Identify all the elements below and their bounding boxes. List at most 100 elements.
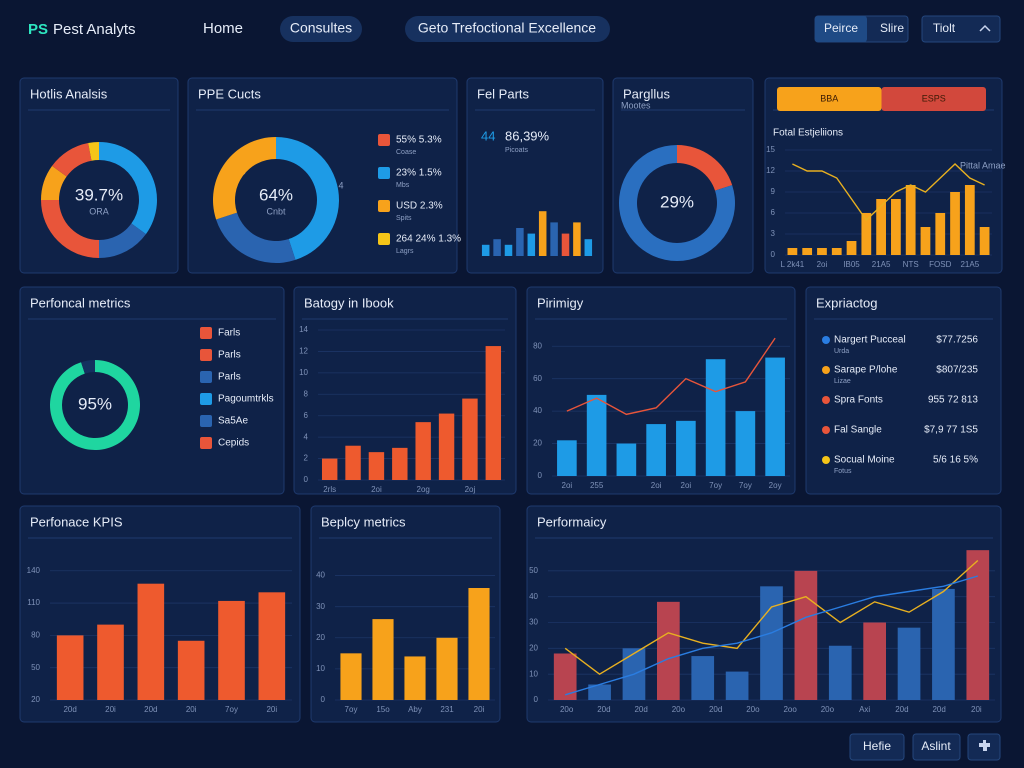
x-tick-label: 20d <box>895 705 908 714</box>
bar <box>846 241 857 255</box>
y-tick-label: 6 <box>771 208 776 217</box>
bar <box>646 424 666 476</box>
legend-swatch <box>378 233 390 245</box>
donut-center-label: 39.7% <box>75 185 123 204</box>
footer-button-label[interactable]: Hefie <box>863 739 891 753</box>
list-label: Sarape P/lohe <box>834 365 898 376</box>
list-sub: Urda <box>834 348 849 355</box>
bar <box>966 550 990 700</box>
nav-pill[interactable] <box>280 16 362 42</box>
bar <box>794 570 818 700</box>
bar <box>920 227 931 255</box>
y-tick-label: 60 <box>533 374 542 383</box>
nav-item[interactable]: Consultes <box>290 20 352 36</box>
bar <box>905 185 916 255</box>
bar <box>462 398 478 480</box>
bar <box>258 592 286 700</box>
panel-title: Hotlis Analsis <box>30 86 108 101</box>
bar <box>897 627 921 700</box>
y-tick-label: 80 <box>533 341 542 350</box>
x-tick-label: 15o <box>376 705 390 714</box>
y-tick-label: 20 <box>316 633 325 642</box>
y-tick-label: 9 <box>771 187 776 196</box>
tab[interactable] <box>777 87 882 111</box>
x-tick-label: 20d <box>144 705 157 714</box>
x-tick-label: 231 <box>440 705 454 714</box>
y-tick-label: 8 <box>304 389 309 398</box>
legend-swatch <box>200 437 212 449</box>
bar <box>561 233 570 256</box>
y-tick-label: 0 <box>771 250 776 259</box>
list-label: Fal Sangle <box>834 425 882 436</box>
legend-label: Parls <box>218 350 241 361</box>
y-tick-label: 40 <box>316 571 325 580</box>
bar <box>735 411 756 476</box>
legend-swatch <box>378 200 390 212</box>
y-tick-label: 4 <box>304 432 309 441</box>
bar <box>676 420 696 476</box>
footer-button[interactable] <box>849 733 905 761</box>
x-tick-label: IB05 <box>843 260 860 269</box>
x-tick-label: 20d <box>932 705 945 714</box>
dropdown-label[interactable]: Tiolt <box>933 21 956 35</box>
button[interactable]: Slire <box>880 21 904 35</box>
x-tick-label: 20i <box>971 705 982 714</box>
y-tick-label: 6 <box>304 411 309 420</box>
button[interactable]: Peirce <box>824 21 858 35</box>
panel-subtitle: Mootes <box>621 100 651 110</box>
tab-label[interactable]: ESPS <box>922 93 946 103</box>
y-tick-label: 80 <box>31 630 40 639</box>
bar <box>177 640 205 700</box>
footer-button-label[interactable]: Aslint <box>921 739 951 753</box>
panel-title: Batogy in Ibook <box>304 295 394 310</box>
x-tick-label: 2oj <box>465 485 476 494</box>
bar <box>950 192 960 255</box>
footer-button[interactable] <box>912 733 961 761</box>
donut-segment <box>41 165 67 200</box>
legend-swatch <box>378 167 390 179</box>
nav-item[interactable]: Home <box>203 20 243 37</box>
x-tick-label: 2oy <box>769 481 782 490</box>
list-dot <box>822 366 830 374</box>
bar <box>817 248 827 255</box>
tab-label[interactable]: BBA <box>820 93 838 103</box>
bar <box>802 248 813 255</box>
legend-label: 264 24% 1.3% <box>396 234 461 245</box>
bar <box>392 447 408 480</box>
bar <box>725 671 749 700</box>
bar <box>504 244 513 256</box>
legend-swatch <box>200 393 212 405</box>
bar <box>436 637 458 700</box>
donut-segment <box>41 200 99 258</box>
bar <box>588 684 611 700</box>
donut-center-sub: Cnbt <box>266 206 286 216</box>
nav-pill[interactable] <box>405 16 610 42</box>
x-tick-label: 21A5 <box>872 260 891 269</box>
list-value: 955 72 813 <box>928 395 978 406</box>
y-tick-label: 0 <box>538 471 543 480</box>
legend-swatch <box>378 134 390 146</box>
y-tick-label: 40 <box>533 406 542 415</box>
donut-segment <box>81 360 95 374</box>
tab[interactable] <box>881 87 987 111</box>
y-tick-label: 2 <box>304 454 309 463</box>
legend-sub: Coase <box>396 149 416 156</box>
x-tick-label: 20o <box>746 705 760 714</box>
y-tick-label: 20 <box>31 695 40 704</box>
donut-segment <box>677 145 733 191</box>
y-tick-label: 14 <box>299 325 308 334</box>
dropdown[interactable] <box>921 15 1001 43</box>
x-tick-label: 7oy <box>225 705 238 714</box>
x-tick-label: 20d <box>597 705 610 714</box>
list-dot <box>822 396 830 404</box>
x-tick-label: Aby <box>408 705 422 714</box>
panel-title: Beplcy metrics <box>321 514 406 529</box>
donut-segment <box>99 223 146 258</box>
legend-sub: Spits <box>396 215 412 222</box>
button-active[interactable] <box>815 16 867 42</box>
bar <box>372 619 394 700</box>
bar <box>404 656 426 700</box>
headline-prefix: 44 <box>481 128 495 143</box>
nav-item[interactable]: Geto Trefoctional Excellence <box>418 20 596 36</box>
